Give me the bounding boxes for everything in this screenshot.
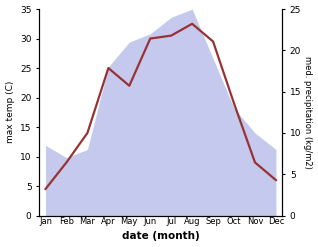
Y-axis label: max temp (C): max temp (C) [5, 81, 15, 144]
Y-axis label: med. precipitation (kg/m2): med. precipitation (kg/m2) [303, 56, 313, 169]
X-axis label: date (month): date (month) [122, 231, 200, 242]
